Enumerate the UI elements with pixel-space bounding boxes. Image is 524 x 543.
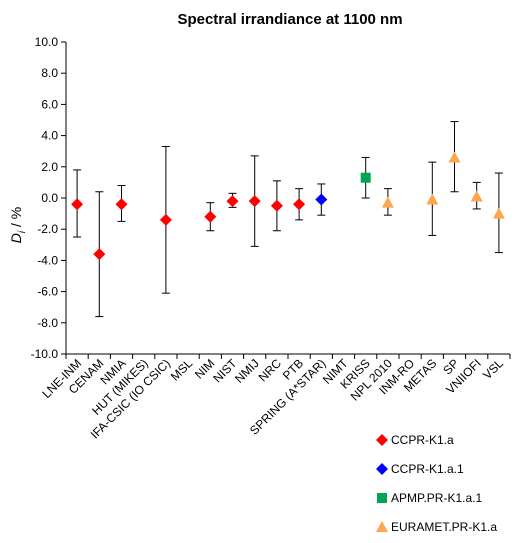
y-tick-label: 4.0 bbox=[41, 129, 58, 143]
legend-marker bbox=[376, 434, 388, 446]
data-point bbox=[93, 248, 106, 261]
legend-label: EURAMET.PR-K1.a bbox=[391, 520, 497, 534]
series-apmp-pr-k1-a-1 bbox=[360, 156, 371, 199]
x-category-label: MSL bbox=[168, 356, 196, 384]
y-tick-label: 2.0 bbox=[41, 160, 58, 174]
x-category-label: NMIJ bbox=[232, 356, 262, 386]
data-point bbox=[159, 213, 172, 226]
x-category-label: VSL bbox=[480, 356, 506, 382]
data-point bbox=[293, 198, 306, 211]
axes bbox=[65, 42, 510, 355]
y-tick-label: -2.0 bbox=[37, 222, 58, 236]
x-category-label: NRC bbox=[256, 356, 285, 385]
y-ticks: 10.0 8.0 6.0 4.0 2.0 0.0 -2.0 -4.0 -6.0 -8.0 -10.0 bbox=[31, 35, 66, 361]
data-point bbox=[270, 199, 283, 212]
y-tick-label: 10.0 bbox=[35, 35, 59, 49]
series-ccpr-k1-a bbox=[71, 146, 306, 318]
x-category-label: NIST bbox=[210, 356, 240, 386]
chart-title: Spectral irrandiance at 1100 nm bbox=[177, 11, 402, 28]
data-point bbox=[426, 193, 439, 205]
y-axis-label-main: D bbox=[8, 233, 24, 243]
legend-label: APMP.PR-K1.a.1 bbox=[391, 491, 482, 505]
y-axis-label: Di / % bbox=[8, 207, 28, 243]
data-point bbox=[204, 210, 217, 223]
legend-item-apmp-pr-k1-a-1: APMP.PR-K1.a.1 bbox=[377, 491, 482, 505]
legend-item-ccpr-k1-a-1: CCPR-K1.a.1 bbox=[376, 462, 464, 476]
y-tick-label: -10.0 bbox=[31, 347, 59, 361]
legend-item-ccpr-k1-a: CCPR-K1.a bbox=[376, 433, 454, 447]
svg-text:Di / %: Di / % bbox=[8, 207, 28, 243]
series-euramet-pr-k1-a bbox=[381, 121, 505, 254]
legend-marker bbox=[376, 463, 388, 475]
y-tick-label: 6.0 bbox=[41, 97, 58, 111]
y-tick-label: -4.0 bbox=[37, 253, 58, 267]
data-point bbox=[492, 207, 505, 219]
data-marks bbox=[71, 121, 505, 318]
legend: CCPR-K1.a CCPR-K1.a.1 APMP.PR-K1.a.1 EURAME… bbox=[376, 433, 497, 534]
data-point bbox=[448, 151, 461, 163]
y-tick-label: -8.0 bbox=[37, 316, 58, 330]
y-tick-label: 8.0 bbox=[41, 66, 58, 80]
data-point bbox=[315, 193, 328, 206]
y-axis-label-sub: i bbox=[17, 230, 28, 233]
data-point bbox=[226, 195, 239, 208]
y-axis-label-rest: / % bbox=[8, 207, 24, 231]
legend-label: CCPR-K1.a bbox=[391, 433, 454, 447]
data-point bbox=[115, 198, 128, 211]
data-point bbox=[381, 196, 394, 208]
data-point bbox=[71, 198, 84, 211]
series-ccpr-k1-a-1 bbox=[315, 183, 328, 216]
legend-item-euramet-pr-k1-a: EURAMET.PR-K1.a bbox=[376, 520, 497, 534]
legend-marker bbox=[376, 521, 388, 532]
y-tick-label: -6.0 bbox=[37, 285, 58, 299]
legend-label: CCPR-K1.a.1 bbox=[391, 462, 464, 476]
data-point bbox=[248, 195, 261, 208]
y-tick-label: 0.0 bbox=[41, 191, 58, 205]
legend-marker bbox=[377, 493, 387, 503]
data-point bbox=[470, 190, 483, 202]
data-point bbox=[360, 172, 371, 183]
